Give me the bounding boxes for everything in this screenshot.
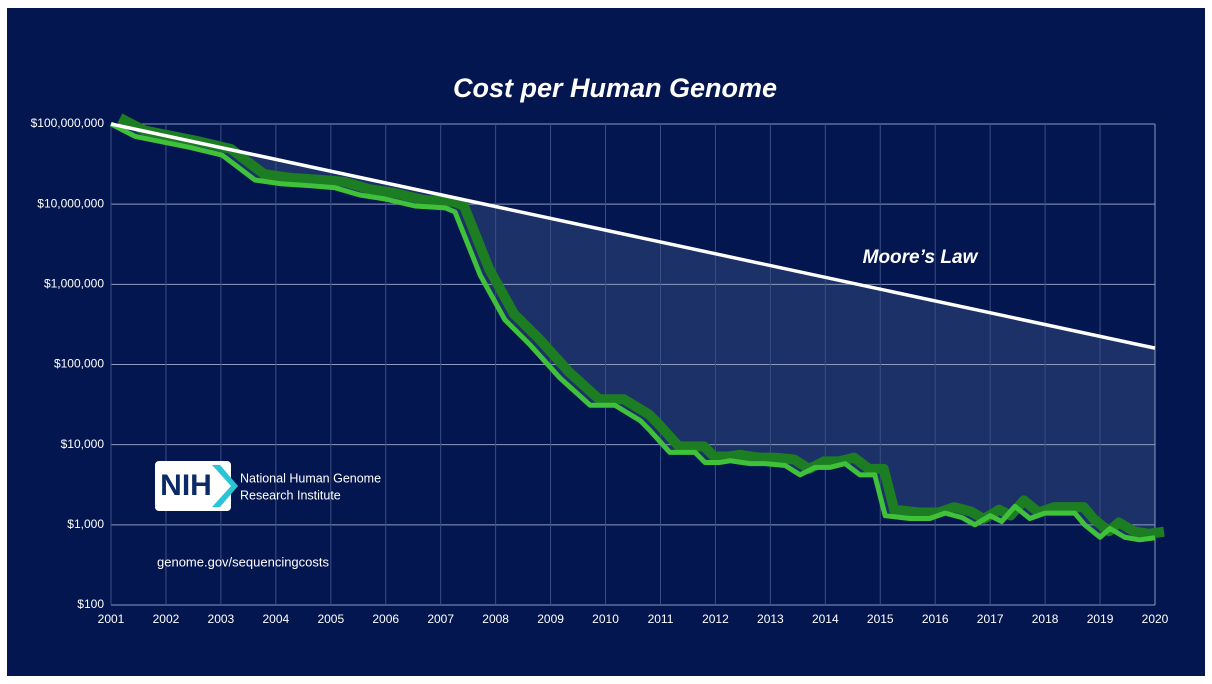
x-tick-label: 2007	[427, 612, 454, 626]
y-tick-label: $1,000	[67, 517, 104, 531]
annotation: Moore’s Law	[863, 247, 979, 268]
x-tick-label: 2019	[1087, 612, 1114, 626]
y-tick-label: $10,000	[61, 437, 105, 451]
x-tick-label: 2014	[812, 612, 839, 626]
gap-area	[111, 124, 1155, 540]
y-tick-label: $10,000,000	[37, 196, 104, 210]
x-tick-label: 2016	[922, 612, 949, 626]
x-tick-label: 2009	[537, 612, 564, 626]
chart-title: Cost per Human Genome	[453, 73, 777, 103]
x-tick-label: 2005	[317, 612, 344, 626]
x-tick-label: 2017	[977, 612, 1004, 626]
logo-line: Research Institute	[240, 488, 341, 502]
x-tick-label: 2018	[1032, 612, 1059, 626]
logo-mark: NIH	[160, 469, 212, 502]
y-tick-label: $100,000	[54, 357, 104, 371]
y-tick-label: $1,000,000	[44, 277, 104, 291]
x-tick-label: 2008	[482, 612, 509, 626]
line	[109, 121, 1156, 543]
y-tick-label: $100,000,000	[31, 116, 105, 130]
line-shadow	[117, 113, 1165, 539]
x-tick-label: 2020	[1142, 612, 1169, 626]
url: genome.gov/sequencingcosts	[157, 554, 330, 569]
x-tick-label: 2013	[757, 612, 784, 626]
y-tick-label: $100	[77, 597, 104, 611]
x-tick-label: 2001	[98, 612, 125, 626]
logo-box	[155, 461, 231, 511]
x-tick-label: 2006	[372, 612, 399, 626]
plot: $100 $1,000 $10,000 $100,000 $1,000,000 $10,0…	[31, 113, 1169, 626]
x-tick-label: 2002	[153, 612, 180, 626]
line	[110, 122, 1156, 350]
logo-line: National Human Genome	[240, 471, 381, 485]
x-tick-label: 2003	[208, 612, 235, 626]
x-tick-label: 2011	[648, 612, 674, 626]
x-tick-label: 2010	[592, 612, 619, 626]
logo-chevron	[212, 465, 238, 507]
x-tick-label: 2012	[702, 612, 729, 626]
x-tick-label: 2015	[867, 612, 894, 626]
x-tick-label: 2004	[262, 612, 289, 626]
